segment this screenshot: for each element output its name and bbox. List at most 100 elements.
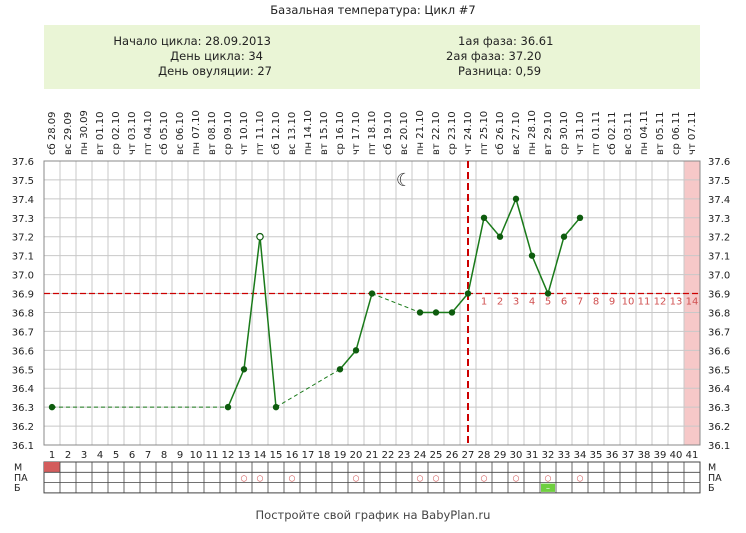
moon-icon: ☾ [396, 170, 412, 191]
date-label: сб 28.09 [47, 112, 58, 155]
y-tick-label-left: 36.2 [12, 422, 34, 433]
phase-day-number: 13 [670, 297, 683, 308]
phase-day-number: 1 [481, 297, 487, 308]
y-tick-label-right: 36.2 [708, 422, 730, 433]
data-point [240, 366, 248, 373]
row-label-right: ПА [708, 473, 722, 484]
phase-day-number: 7 [577, 297, 583, 308]
x-tick-label: 11 [206, 450, 219, 461]
y-tick-label-left: 37.0 [12, 271, 34, 282]
data-point [272, 403, 280, 411]
y-tick-label-right: 36.7 [708, 327, 730, 338]
data-point [352, 347, 360, 354]
phase-day-number: 9 [609, 297, 615, 308]
cycle-start-text: Начало цикла: 28.09.2013 [113, 34, 271, 48]
series-segment [515, 198, 533, 256]
x-tick-label: 39 [654, 450, 667, 461]
data-point [336, 366, 344, 373]
y-tick-label-left: 36.4 [12, 384, 34, 395]
date-label: пн 30.09 [79, 110, 90, 155]
data-point [480, 214, 488, 221]
data-point [224, 403, 232, 411]
x-tick-label: 31 [526, 450, 539, 461]
date-label: пт 04.10 [143, 111, 154, 155]
series-segment [339, 349, 357, 370]
date-label: чт 07.11 [687, 111, 698, 155]
series-segment [483, 217, 501, 238]
y-tick-label-right: 37.6 [708, 157, 730, 168]
date-label: вс 20.10 [399, 112, 410, 155]
x-tick-label: 3 [81, 450, 87, 461]
date-label: вс 29.09 [63, 112, 74, 155]
date-label: вс 03.11 [623, 112, 634, 155]
menses-cell [44, 462, 60, 473]
phase2-text: 2ая фаза: 37.20 [446, 49, 541, 63]
date-label: чт 03.10 [127, 111, 138, 155]
pa-mark: ○ [241, 473, 248, 482]
difference-text: Разница: 0,59 [458, 64, 541, 78]
ovulation-test-cell [541, 483, 555, 492]
chart-title: Базальная температура: Цикл #7 [270, 3, 475, 17]
date-label: сб 12.10 [271, 112, 282, 155]
phase-day-number: 6 [561, 297, 567, 308]
y-tick-label-right: 36.1 [708, 441, 730, 452]
x-tick-label: 40 [670, 450, 683, 461]
footer-text: Постройте свой график на BabyPlan.ru [256, 508, 491, 522]
pa-mark: ○ [513, 473, 520, 482]
date-label: вт 15.10 [319, 111, 330, 155]
series-gap-segment [275, 368, 341, 408]
series-segment [467, 217, 485, 294]
pa-mark: ○ [289, 473, 296, 482]
date-label: пт 25.10 [479, 111, 490, 155]
x-axis-labels: 1 2 3 4 5 6 7 8 9 10 11 12 13 14 15 16 17 18 19 20 21 22 23 24 2… [49, 450, 699, 461]
phase-day-number: 8 [593, 297, 599, 308]
date-label: чт 31.10 [575, 111, 586, 155]
x-tick-label: 27 [462, 450, 475, 461]
y-tick-label-left: 37.1 [12, 252, 34, 263]
pa-mark: ○ [433, 473, 440, 482]
pa-mark: ○ [545, 473, 552, 482]
y-tick-label-right: 36.6 [708, 346, 730, 357]
y-tick-label-right: 36.9 [708, 290, 730, 301]
pa-mark: ○ [577, 473, 584, 482]
phase-day-number: 4 [529, 297, 535, 308]
luteal-end-highlight [684, 161, 700, 445]
y-tick-label-right: 37.5 [708, 176, 730, 187]
y-tick-label-left: 37.4 [12, 195, 34, 206]
phase-day-number: 11 [638, 297, 651, 308]
date-label: пт 11.10 [255, 111, 266, 155]
y-tick-label-right: 37.3 [708, 214, 730, 225]
date-label: пн 14.10 [303, 110, 314, 155]
x-tick-label: 32 [542, 450, 555, 461]
x-tick-label: 26 [446, 450, 459, 461]
x-tick-label: 17 [302, 450, 315, 461]
phase-day-number: 10 [622, 297, 635, 308]
data-point [544, 290, 552, 297]
y-tick-label-left: 37.6 [12, 157, 34, 168]
x-tick-label: 7 [145, 450, 151, 461]
temperature-series [48, 195, 584, 411]
y-tick-label-right: 36.8 [708, 308, 730, 319]
row-label-left: ПА [14, 473, 28, 484]
data-point [496, 233, 504, 240]
series-gap-segment [371, 293, 421, 313]
y-tick-label-right: 37.2 [708, 233, 730, 244]
row-label-right: М [708, 463, 716, 474]
x-tick-label: 38 [638, 450, 651, 461]
y-tick-label-left: 37.5 [12, 176, 34, 187]
date-label: пн 28.10 [527, 110, 538, 155]
data-point [512, 195, 520, 203]
x-tick-label: 37 [622, 450, 635, 461]
y-tick-label-right: 36.4 [708, 384, 730, 395]
x-tick-label: 18 [318, 450, 331, 461]
x-tick-label: 29 [494, 450, 507, 461]
phase1-text: 1ая фаза: 36.61 [458, 34, 553, 48]
series-segment [547, 236, 565, 294]
x-tick-label: 34 [574, 450, 587, 461]
x-tick-label: 19 [334, 450, 347, 461]
y-tick-label-left: 36.7 [12, 327, 34, 338]
date-label: ср 02.10 [111, 111, 122, 155]
date-label: сб 02.11 [607, 112, 618, 155]
